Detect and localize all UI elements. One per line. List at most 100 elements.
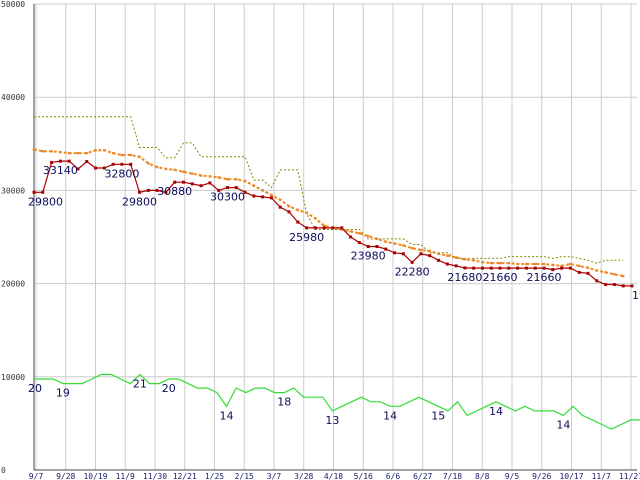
lowest-price-point bbox=[533, 266, 537, 270]
shop-count-label: 20 bbox=[28, 382, 42, 395]
average-price-point bbox=[155, 165, 159, 169]
price-point-label: 30880 bbox=[157, 185, 192, 198]
lowest-price-point bbox=[577, 270, 581, 274]
average-price-point bbox=[76, 151, 80, 155]
lowest-price-point bbox=[111, 162, 115, 166]
lowest-price-point bbox=[445, 262, 449, 266]
lowest-price-point bbox=[173, 180, 177, 184]
lowest-price-point bbox=[401, 252, 405, 256]
price-point-label: 21660 bbox=[483, 271, 518, 284]
lowest-price-point bbox=[313, 226, 317, 230]
price-point-label: 25980 bbox=[289, 231, 324, 244]
average-price-point bbox=[613, 273, 616, 276]
price-point-label: 21660 bbox=[527, 271, 562, 284]
average-price-point bbox=[217, 176, 220, 179]
lowest-price-point bbox=[155, 188, 159, 192]
lowest-price-point bbox=[85, 160, 89, 164]
average-price-point bbox=[270, 193, 273, 197]
lowest-price-point bbox=[410, 260, 414, 264]
lowest-price-point bbox=[595, 279, 599, 283]
price-point-label: 23980 bbox=[351, 250, 386, 263]
lowest-price-point bbox=[586, 271, 590, 275]
lowest-price-point bbox=[489, 266, 493, 270]
x-tick-label: 11/21 bbox=[619, 472, 640, 480]
average-price-point bbox=[243, 179, 247, 183]
average-price-point bbox=[111, 151, 115, 155]
average-price-point bbox=[50, 150, 53, 153]
y-tick-label: 40000 bbox=[1, 93, 25, 102]
lowest-price-point bbox=[428, 254, 432, 258]
average-price-point bbox=[560, 264, 563, 268]
lowest-price-point bbox=[480, 266, 484, 270]
average-price-point bbox=[287, 205, 291, 208]
shop-count-label: 14 bbox=[383, 409, 397, 422]
average-price-point bbox=[358, 232, 361, 235]
lowest-price-point bbox=[199, 184, 203, 188]
lowest-price-point bbox=[146, 188, 150, 192]
average-price-point bbox=[490, 261, 493, 265]
lowest-price-point bbox=[542, 266, 546, 270]
average-price-point bbox=[595, 269, 598, 272]
lowest-price-point bbox=[181, 180, 185, 184]
lowest-price-point bbox=[190, 182, 194, 186]
x-tick-label: 4/18 bbox=[324, 472, 343, 480]
average-price-point bbox=[129, 153, 132, 157]
lowest-price-point bbox=[393, 251, 397, 255]
average-price-point bbox=[428, 249, 431, 253]
lowest-price-point bbox=[463, 266, 467, 270]
average-price-point bbox=[586, 266, 590, 269]
average-price-point bbox=[59, 150, 62, 154]
average-price-point bbox=[67, 151, 71, 155]
lowest-price-point bbox=[551, 268, 555, 272]
average-price-point bbox=[437, 252, 440, 255]
price-point-label: 21680 bbox=[447, 271, 482, 284]
y-tick-label: 50000 bbox=[1, 0, 25, 9]
lowest-price-point bbox=[454, 264, 458, 268]
lowest-price-point bbox=[243, 190, 247, 194]
lowest-price-point bbox=[322, 226, 326, 230]
shop-count-label: 20 bbox=[162, 382, 176, 395]
lowest-price-point bbox=[94, 166, 98, 170]
average-price-point bbox=[279, 198, 282, 201]
y-tick-label: 30000 bbox=[1, 186, 25, 195]
lowest-price-point bbox=[76, 167, 80, 171]
average-price-point bbox=[534, 262, 537, 266]
lowest-price-point bbox=[516, 266, 520, 270]
lowest-price-point bbox=[305, 226, 309, 230]
average-price-point bbox=[604, 271, 607, 274]
lowest-price-point bbox=[41, 190, 45, 194]
average-price-point bbox=[340, 228, 343, 231]
x-tick-label: 3/28 bbox=[294, 472, 313, 480]
x-tick-label: 5/16 bbox=[354, 472, 373, 480]
lowest-price-point bbox=[278, 205, 282, 209]
x-tick-label: 12/21 bbox=[173, 472, 197, 480]
lowest-price-point bbox=[208, 181, 212, 185]
y-tick-label: 0 bbox=[1, 466, 6, 475]
average-price-point bbox=[182, 170, 185, 173]
lowest-price-point bbox=[419, 252, 423, 256]
x-tick-label: 9/5 bbox=[505, 472, 520, 480]
lowest-price-point bbox=[252, 194, 256, 198]
average-price-point bbox=[384, 240, 387, 243]
average-price-point bbox=[393, 242, 396, 245]
x-tick-label: 11/30 bbox=[143, 472, 167, 480]
average-price-point bbox=[85, 151, 88, 155]
average-price-point bbox=[252, 184, 256, 187]
lowest-price-point bbox=[498, 266, 502, 270]
lowest-price-point bbox=[568, 266, 572, 270]
shop-count-label: 21 bbox=[133, 377, 147, 390]
lowest-price-point bbox=[604, 283, 608, 287]
x-tick-label: 1/25 bbox=[205, 472, 224, 480]
lowest-price-point bbox=[129, 162, 133, 166]
lowest-price-point bbox=[366, 245, 370, 249]
average-price-point bbox=[463, 258, 467, 261]
price-point-label: 29800 bbox=[122, 195, 157, 208]
average-price-point bbox=[322, 224, 326, 228]
lowest-price-point bbox=[630, 284, 634, 288]
price-point-label: 33140 bbox=[43, 164, 78, 177]
x-tick-label: 6/6 bbox=[386, 472, 401, 480]
average-price-point bbox=[454, 256, 458, 259]
x-tick-label: 7/18 bbox=[443, 472, 462, 480]
lowest-price-point bbox=[102, 166, 106, 170]
